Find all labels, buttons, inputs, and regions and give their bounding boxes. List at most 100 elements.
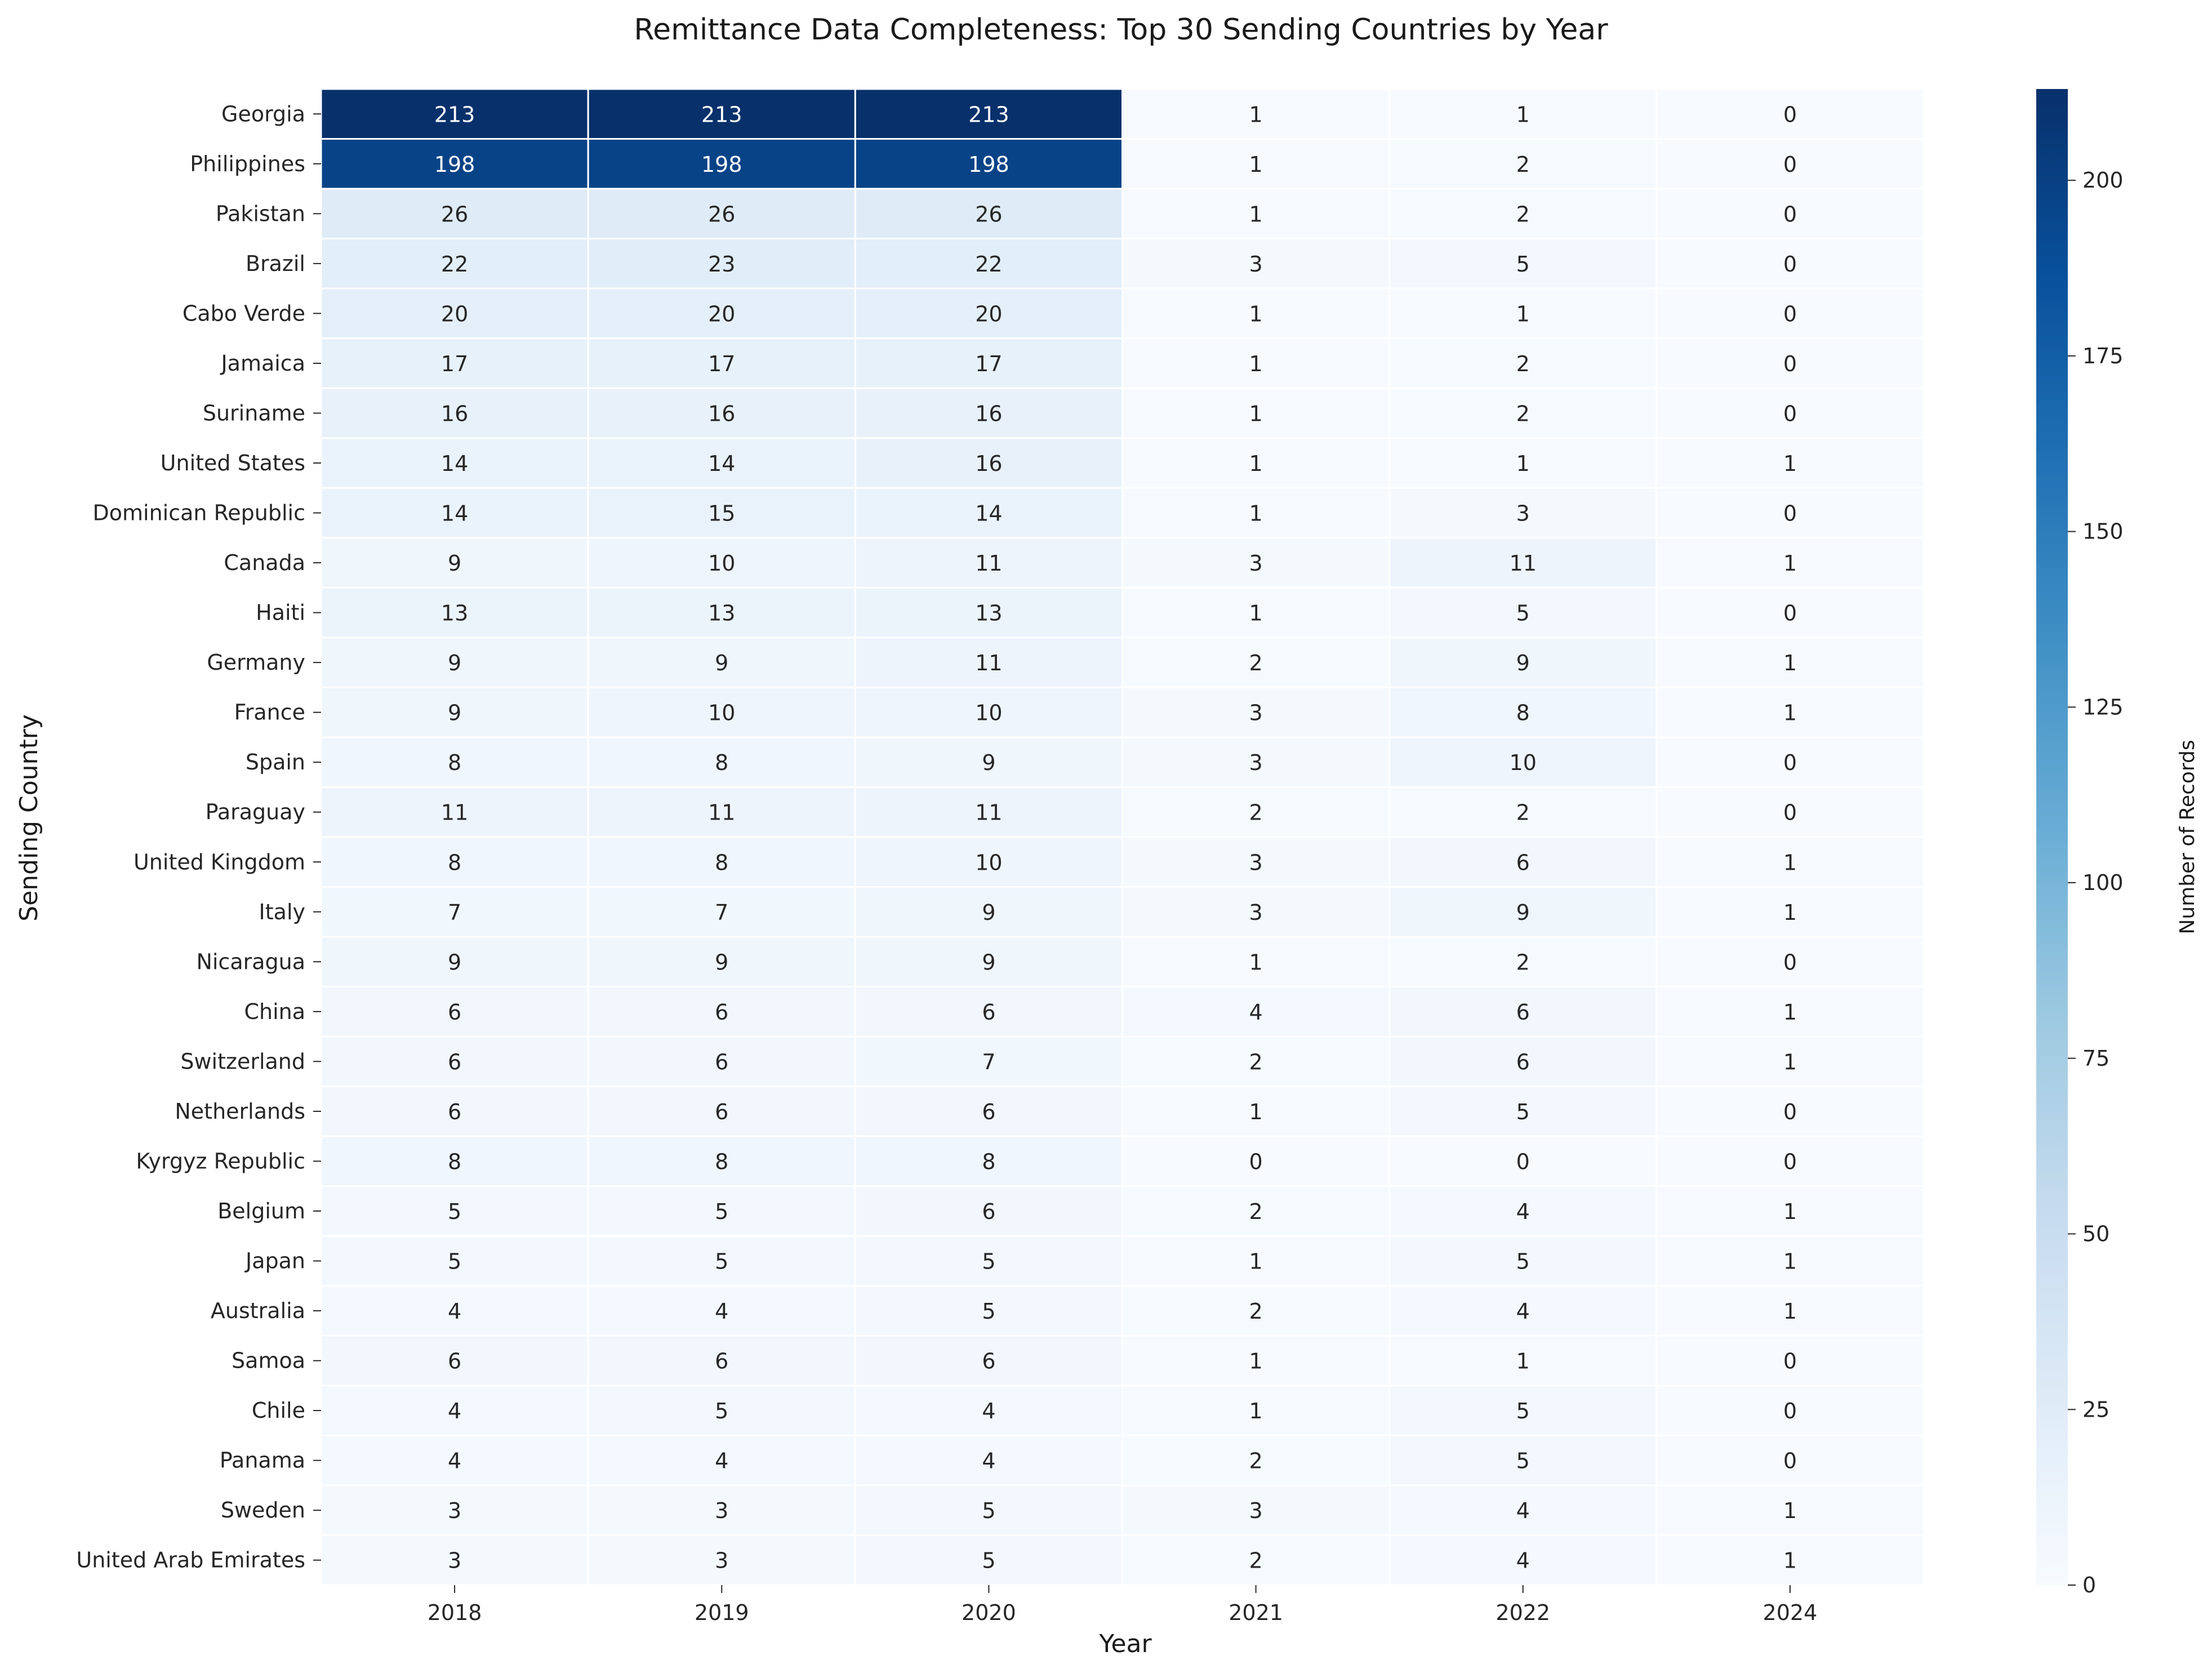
heatmap-cell: [1655, 1235, 1925, 1287]
y-tick-label: Switzerland: [180, 1049, 305, 1074]
cell-value-label: 1: [1783, 1249, 1797, 1274]
cell-value-label: 20: [441, 301, 468, 326]
y-tick-label: Pakistan: [216, 201, 305, 226]
cell-value-label: 9: [448, 551, 461, 576]
heatmap-cell: [1655, 88, 1925, 140]
cell-value-label: 5: [982, 1498, 995, 1523]
cell-value-label: 6: [448, 1000, 461, 1025]
y-tick-label: Belgium: [217, 1199, 305, 1223]
heatmap-cell: [854, 786, 1124, 838]
cell-value-label: 213: [434, 102, 475, 127]
y-tick-label: Spain: [246, 750, 305, 775]
cell-value-label: 3: [1249, 551, 1262, 576]
colorbar-tick-label: 150: [2082, 519, 2124, 544]
cell-value-label: 0: [1783, 351, 1797, 376]
heatmap-cell: [1655, 1185, 1925, 1237]
cell-value-label: 1: [1249, 601, 1262, 626]
cell-value-label: 1: [1249, 501, 1262, 526]
cell-value-label: 0: [1249, 1149, 1262, 1174]
cell-value-label: 6: [715, 1049, 728, 1074]
cell-value-label: 0: [1783, 800, 1797, 825]
heatmap-cell: [1388, 1534, 1658, 1586]
y-tick-label: Suriname: [203, 400, 305, 425]
cell-value-label: 0: [1783, 252, 1797, 277]
cell-value-label: 9: [448, 701, 461, 726]
cell-value-label: 1: [1516, 102, 1530, 127]
y-tick-label: Cabo Verde: [183, 301, 305, 326]
cell-value-label: 5: [1516, 601, 1530, 626]
heatmap-cell: [587, 686, 856, 738]
heatmap-cell: [1388, 537, 1658, 589]
heatmap-cell: [587, 1334, 856, 1387]
cell-value-label: 23: [708, 252, 735, 277]
cell-value-label: 3: [1249, 1498, 1262, 1523]
cell-value-label: 8: [715, 1149, 728, 1174]
cell-value-label: 22: [441, 252, 468, 277]
colorbar-tick-label: 0: [2082, 1573, 2096, 1597]
heatmap-cell: [1121, 1484, 1391, 1536]
heatmap-cell: [1655, 736, 1925, 788]
heatmap-cell: [854, 1085, 1124, 1137]
cell-value-label: 4: [715, 1449, 728, 1474]
heatmap-cell: [854, 736, 1124, 788]
heatmap-cell: [587, 1085, 856, 1137]
cell-value-label: 9: [982, 900, 995, 925]
heatmap-cell: [320, 637, 589, 688]
y-tick-label: Georgia: [221, 101, 305, 126]
heatmap-cell: [1121, 637, 1391, 688]
heatmap-cell: [1121, 138, 1391, 190]
heatmap-cell: [1655, 1484, 1925, 1536]
heatmap-cell: [854, 1135, 1124, 1187]
cell-value-label: 0: [1783, 501, 1797, 526]
cell-value-label: 0: [1783, 202, 1797, 226]
heatmap-cell: [587, 188, 856, 240]
heatmap-cell: [320, 686, 589, 738]
heatmap-cell: [1655, 437, 1925, 489]
cell-value-label: 1: [1783, 701, 1797, 726]
heatmap-cell: [1388, 1235, 1658, 1287]
y-tick-label: China: [244, 999, 305, 1024]
heatmap-cell: [1388, 287, 1658, 340]
cell-value-label: 7: [982, 1049, 995, 1074]
cell-value-label: 11: [975, 800, 1002, 825]
cell-value-label: 1: [1249, 102, 1262, 127]
heatmap-cell: [320, 836, 589, 888]
y-tick-label: Paraguay: [206, 800, 305, 825]
cell-value-label: 1: [1783, 451, 1797, 476]
y-tick-label: United States: [161, 451, 305, 475]
heatmap-cell: [1655, 637, 1925, 688]
cell-value-label: 9: [448, 950, 461, 974]
y-tick-label: United Kingdom: [133, 849, 305, 874]
cell-value-label: 2: [1249, 1449, 1262, 1474]
cell-value-label: 4: [982, 1449, 995, 1474]
colorbar: [2036, 89, 2068, 1585]
cell-value-label: 0: [1783, 950, 1797, 974]
heatmap-cell: [1655, 1085, 1925, 1137]
cell-value-label: 2: [1516, 950, 1530, 974]
cell-value-label: 6: [982, 1199, 995, 1224]
cell-value-label: 17: [708, 351, 735, 376]
cell-value-label: 0: [1783, 601, 1797, 626]
heatmap-cell: [854, 487, 1124, 539]
heatmap-cell: [587, 986, 856, 1038]
cell-value-label: 4: [1249, 1000, 1262, 1025]
heatmap-cell: [1388, 686, 1658, 738]
cell-value-label: 11: [1510, 551, 1537, 576]
heatmap-cell: [854, 637, 1124, 688]
heatmap-cell: [1388, 487, 1658, 539]
cell-value-label: 1: [1249, 451, 1262, 476]
heatmap-cell: [1121, 1434, 1391, 1486]
heatmap-cell: [1388, 1484, 1658, 1536]
cell-value-label: 2: [1516, 152, 1530, 177]
heatmap-cell: [1388, 1135, 1658, 1187]
cell-value-label: 1: [1249, 351, 1262, 376]
cell-value-label: 13: [708, 601, 735, 626]
heatmap-cell: [1121, 1235, 1391, 1287]
colorbar-tick-label: 25: [2082, 1397, 2109, 1422]
cell-value-label: 0: [1783, 1399, 1797, 1423]
heatmap-cell: [1388, 1285, 1658, 1337]
y-tick-label: Australia: [211, 1298, 305, 1323]
heatmap-cell: [854, 88, 1124, 140]
cell-value-label: 5: [715, 1199, 728, 1224]
